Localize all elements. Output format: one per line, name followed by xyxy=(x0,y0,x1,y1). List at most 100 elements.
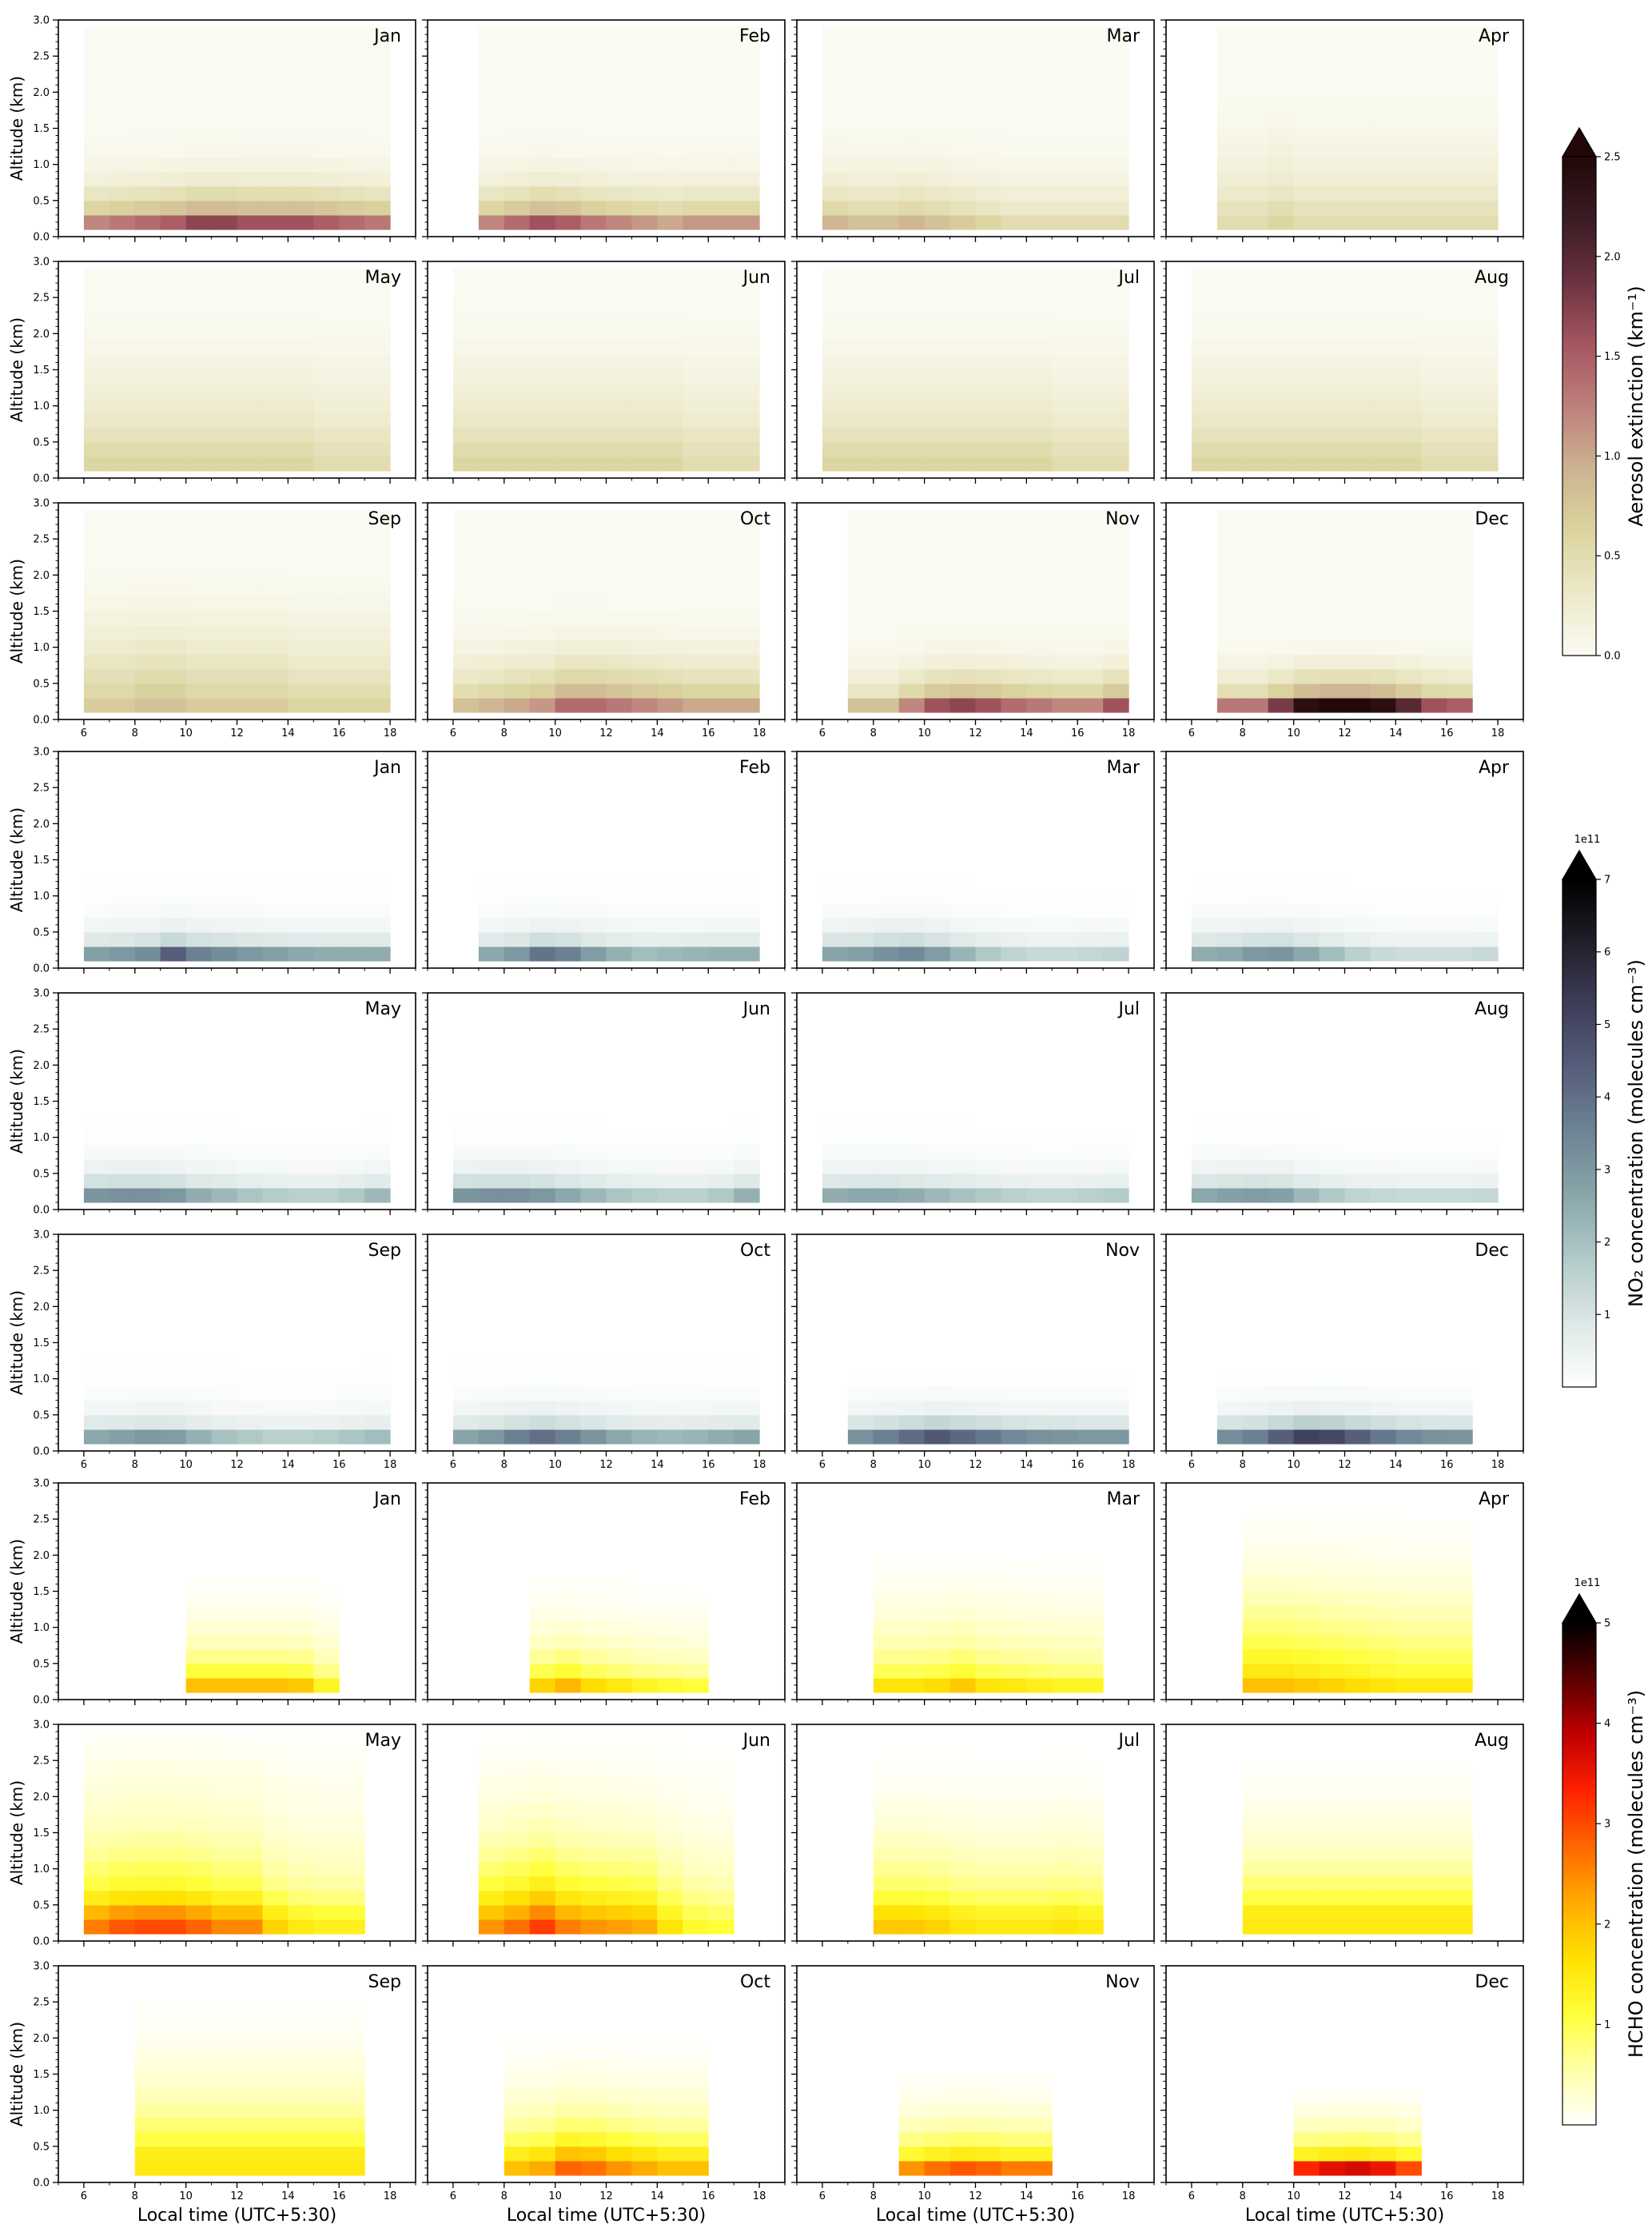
heatmap-cell xyxy=(237,427,264,443)
heatmap-cell xyxy=(1191,441,1218,457)
heatmap-cell xyxy=(898,903,926,919)
heatmap-cell xyxy=(683,787,709,803)
heatmap-cell xyxy=(83,42,110,57)
heatmap-cell xyxy=(1103,171,1129,187)
heatmap-cell xyxy=(606,312,633,327)
heatmap-cell xyxy=(109,1115,136,1131)
heatmap-cell xyxy=(873,539,900,554)
heatmap-cell xyxy=(657,384,683,400)
heatmap-cell xyxy=(1344,1115,1371,1131)
heatmap-cell xyxy=(211,816,238,831)
heatmap-cell xyxy=(1077,845,1104,861)
heatmap-cell xyxy=(504,185,531,201)
heatmap-cell xyxy=(160,42,187,57)
heatmap-cell xyxy=(1191,1158,1218,1174)
heatmap-cell xyxy=(1293,1014,1320,1030)
heatmap-cell xyxy=(211,1299,238,1314)
heatmap-cell xyxy=(1344,917,1371,933)
heatmap-cell xyxy=(1293,456,1320,472)
colorbar-swatch xyxy=(1562,297,1596,303)
heatmap-cell xyxy=(109,1285,136,1300)
heatmap-cell xyxy=(555,859,582,875)
heatmap-cell xyxy=(555,157,582,173)
heatmap-cell xyxy=(185,427,213,443)
heatmap-cell xyxy=(580,611,607,627)
heatmap-cell xyxy=(1421,99,1447,115)
heatmap-cell xyxy=(288,269,314,284)
heatmap-cell xyxy=(134,1029,161,1044)
heatmap-cell xyxy=(1370,355,1396,371)
heatmap-cell xyxy=(211,1115,238,1131)
heatmap-cell xyxy=(339,524,365,540)
heatmap-cell xyxy=(504,312,531,327)
heatmap-cell xyxy=(211,640,238,656)
heatmap-cell xyxy=(1001,668,1027,684)
heatmap-cell xyxy=(288,42,314,57)
heatmap-cell xyxy=(185,539,213,554)
heatmap-cell xyxy=(1077,398,1104,414)
heatmap-cell xyxy=(452,1270,480,1285)
heatmap-cell xyxy=(109,355,136,371)
heatmap-cell xyxy=(83,114,110,130)
heatmap-cell xyxy=(1395,539,1422,554)
heatmap-cell xyxy=(313,1115,340,1131)
heatmap-cell xyxy=(1344,831,1371,847)
heatmap-cell xyxy=(1216,903,1244,919)
heatmap-cell xyxy=(606,1072,633,1088)
heatmap-cell xyxy=(847,859,874,875)
heatmap-cell xyxy=(1242,384,1269,400)
heatmap-cell xyxy=(262,1000,289,1015)
heatmap-cell xyxy=(1268,171,1295,187)
heatmap-cell xyxy=(313,70,340,86)
heatmap-cell xyxy=(631,1029,658,1044)
heatmap-cell xyxy=(185,456,213,472)
heatmap-cell xyxy=(185,1014,213,1030)
y-tick-label: 1.0 xyxy=(33,401,50,413)
heatmap-cell xyxy=(1216,640,1244,656)
heatmap-cell xyxy=(1242,946,1269,962)
heatmap-cell xyxy=(452,1414,480,1430)
heatmap-cell xyxy=(478,398,505,414)
heatmap-cell xyxy=(160,355,187,371)
heatmap-cell xyxy=(1268,99,1295,115)
panel-no2-jun: Jun xyxy=(422,992,786,1215)
heatmap-cell xyxy=(1421,297,1447,313)
heatmap-cell xyxy=(924,1043,951,1058)
heatmap-cell xyxy=(555,946,582,962)
heatmap-cell xyxy=(83,931,110,947)
heatmap-cell xyxy=(339,1014,365,1030)
heatmap-cell xyxy=(1026,802,1053,817)
heatmap-cell xyxy=(1447,114,1473,130)
heatmap-cell xyxy=(1370,1072,1396,1088)
heatmap-cell xyxy=(1103,568,1129,583)
heatmap-cell xyxy=(109,312,136,327)
heatmap-cell xyxy=(1001,946,1027,962)
heatmap-cell xyxy=(1395,128,1422,144)
heatmap-cell xyxy=(339,1285,365,1300)
heatmap-cell xyxy=(313,269,340,284)
heatmap-cell xyxy=(109,398,136,414)
heatmap-cell xyxy=(1293,369,1320,385)
heatmap-cell xyxy=(185,568,213,583)
heatmap-cell xyxy=(1293,582,1320,598)
heatmap-cell xyxy=(975,596,1002,612)
heatmap-cell xyxy=(364,640,391,656)
heatmap-cell xyxy=(364,56,391,71)
heatmap-cell xyxy=(555,441,582,457)
heatmap-cell xyxy=(134,759,161,774)
heatmap-cell xyxy=(975,640,1002,656)
colorbar-swatch xyxy=(1562,626,1596,632)
heatmap-cell xyxy=(529,185,556,201)
heatmap-cell xyxy=(160,413,187,428)
heatmap-cell xyxy=(339,1086,365,1102)
heatmap-cell xyxy=(1242,524,1269,540)
heatmap-cell xyxy=(1421,1029,1447,1044)
colorbar-swatch xyxy=(1562,252,1596,257)
heatmap-cell xyxy=(1242,398,1269,414)
heatmap-cell xyxy=(898,874,926,890)
heatmap-cell xyxy=(262,1086,289,1102)
heatmap-cell xyxy=(1268,1086,1295,1102)
heatmap-cell xyxy=(924,56,951,71)
heatmap-cell xyxy=(185,1072,213,1088)
heatmap-cell xyxy=(262,398,289,414)
